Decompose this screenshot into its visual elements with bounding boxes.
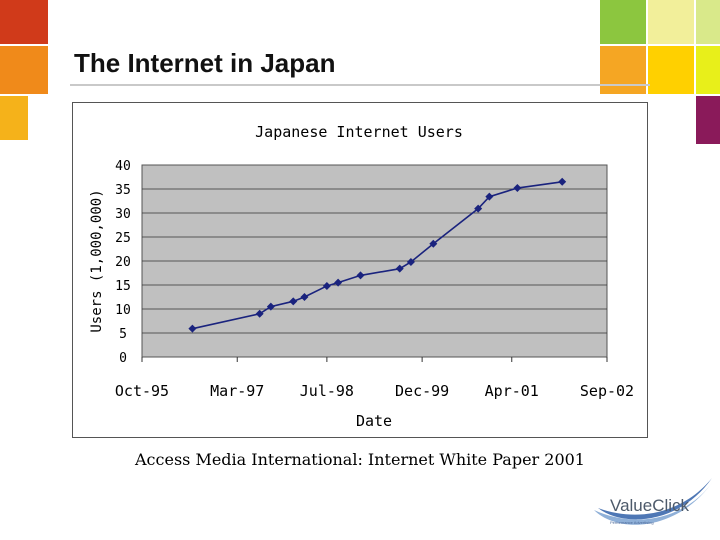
decor-square [0, 0, 48, 44]
chart-frame: Japanese Internet Users 0 5 10 15 20 25 30 35 40… [72, 102, 648, 438]
x-axis-ticks: Oct-95 Mar-97 Jul-98 Dec-99 Apr-01 Sep-02 [115, 357, 634, 400]
data-point [334, 278, 343, 287]
data-point [513, 184, 522, 193]
y-tick-label: 30 [115, 207, 131, 222]
logo-tagline: Performance Advertising [610, 520, 654, 525]
decor-square [600, 46, 646, 94]
data-points [188, 177, 567, 333]
decor-square [0, 46, 48, 94]
slide-title: The Internet in Japan [74, 48, 336, 78]
data-point [255, 309, 264, 318]
data-point [266, 302, 275, 311]
x-tick-label: Jul-98 [300, 382, 354, 400]
data-point [188, 324, 197, 333]
y-tick-label: 25 [115, 231, 131, 246]
decor-square [696, 46, 720, 94]
data-point [356, 271, 365, 280]
decor-square [648, 0, 694, 44]
y-tick-label: 10 [115, 303, 131, 318]
chart-title: Japanese Internet Users [255, 123, 463, 141]
logo-swoosh-icon [594, 478, 714, 525]
y-tick-label: 20 [115, 255, 131, 270]
x-tick-label: Oct-95 [115, 382, 169, 400]
x-tick-label: Dec-99 [395, 382, 449, 400]
valueclick-logo: ValueClick Performance Advertising [588, 474, 716, 536]
source-note: Access Media International: Internet Whi… [135, 450, 585, 469]
y-axis-label: Users (1,000,000) [89, 189, 105, 332]
grid-lines [142, 188, 607, 334]
x-axis-label: Date [356, 412, 392, 430]
data-point [558, 177, 567, 186]
x-tick-label: Sep-02 [580, 382, 634, 400]
y-tick-label: 15 [115, 279, 131, 294]
logo-text: ValueClick [610, 496, 690, 515]
y-axis-ticks: 0 5 10 15 20 25 30 35 40 [115, 159, 131, 366]
data-point [289, 297, 298, 306]
decor-square [696, 0, 720, 44]
data-point [300, 293, 309, 301]
data-point [322, 281, 331, 290]
decor-square [696, 96, 720, 144]
y-tick-label: 5 [119, 327, 127, 342]
decor-square [648, 46, 694, 94]
decor-square [600, 0, 646, 44]
title-divider [70, 84, 650, 86]
x-tick-label: Apr-01 [485, 382, 539, 400]
data-point [474, 204, 483, 213]
x-tick-label: Mar-97 [210, 382, 264, 400]
line-chart: Japanese Internet Users 0 5 10 15 20 25 30 35 40… [89, 123, 634, 430]
decor-square [0, 96, 28, 140]
y-tick-label: 40 [115, 159, 131, 174]
data-point [485, 192, 494, 201]
data-point [429, 239, 438, 248]
y-tick-label: 35 [115, 183, 131, 198]
y-tick-label: 0 [119, 351, 127, 366]
data-point [406, 257, 415, 266]
data-point [395, 264, 404, 273]
